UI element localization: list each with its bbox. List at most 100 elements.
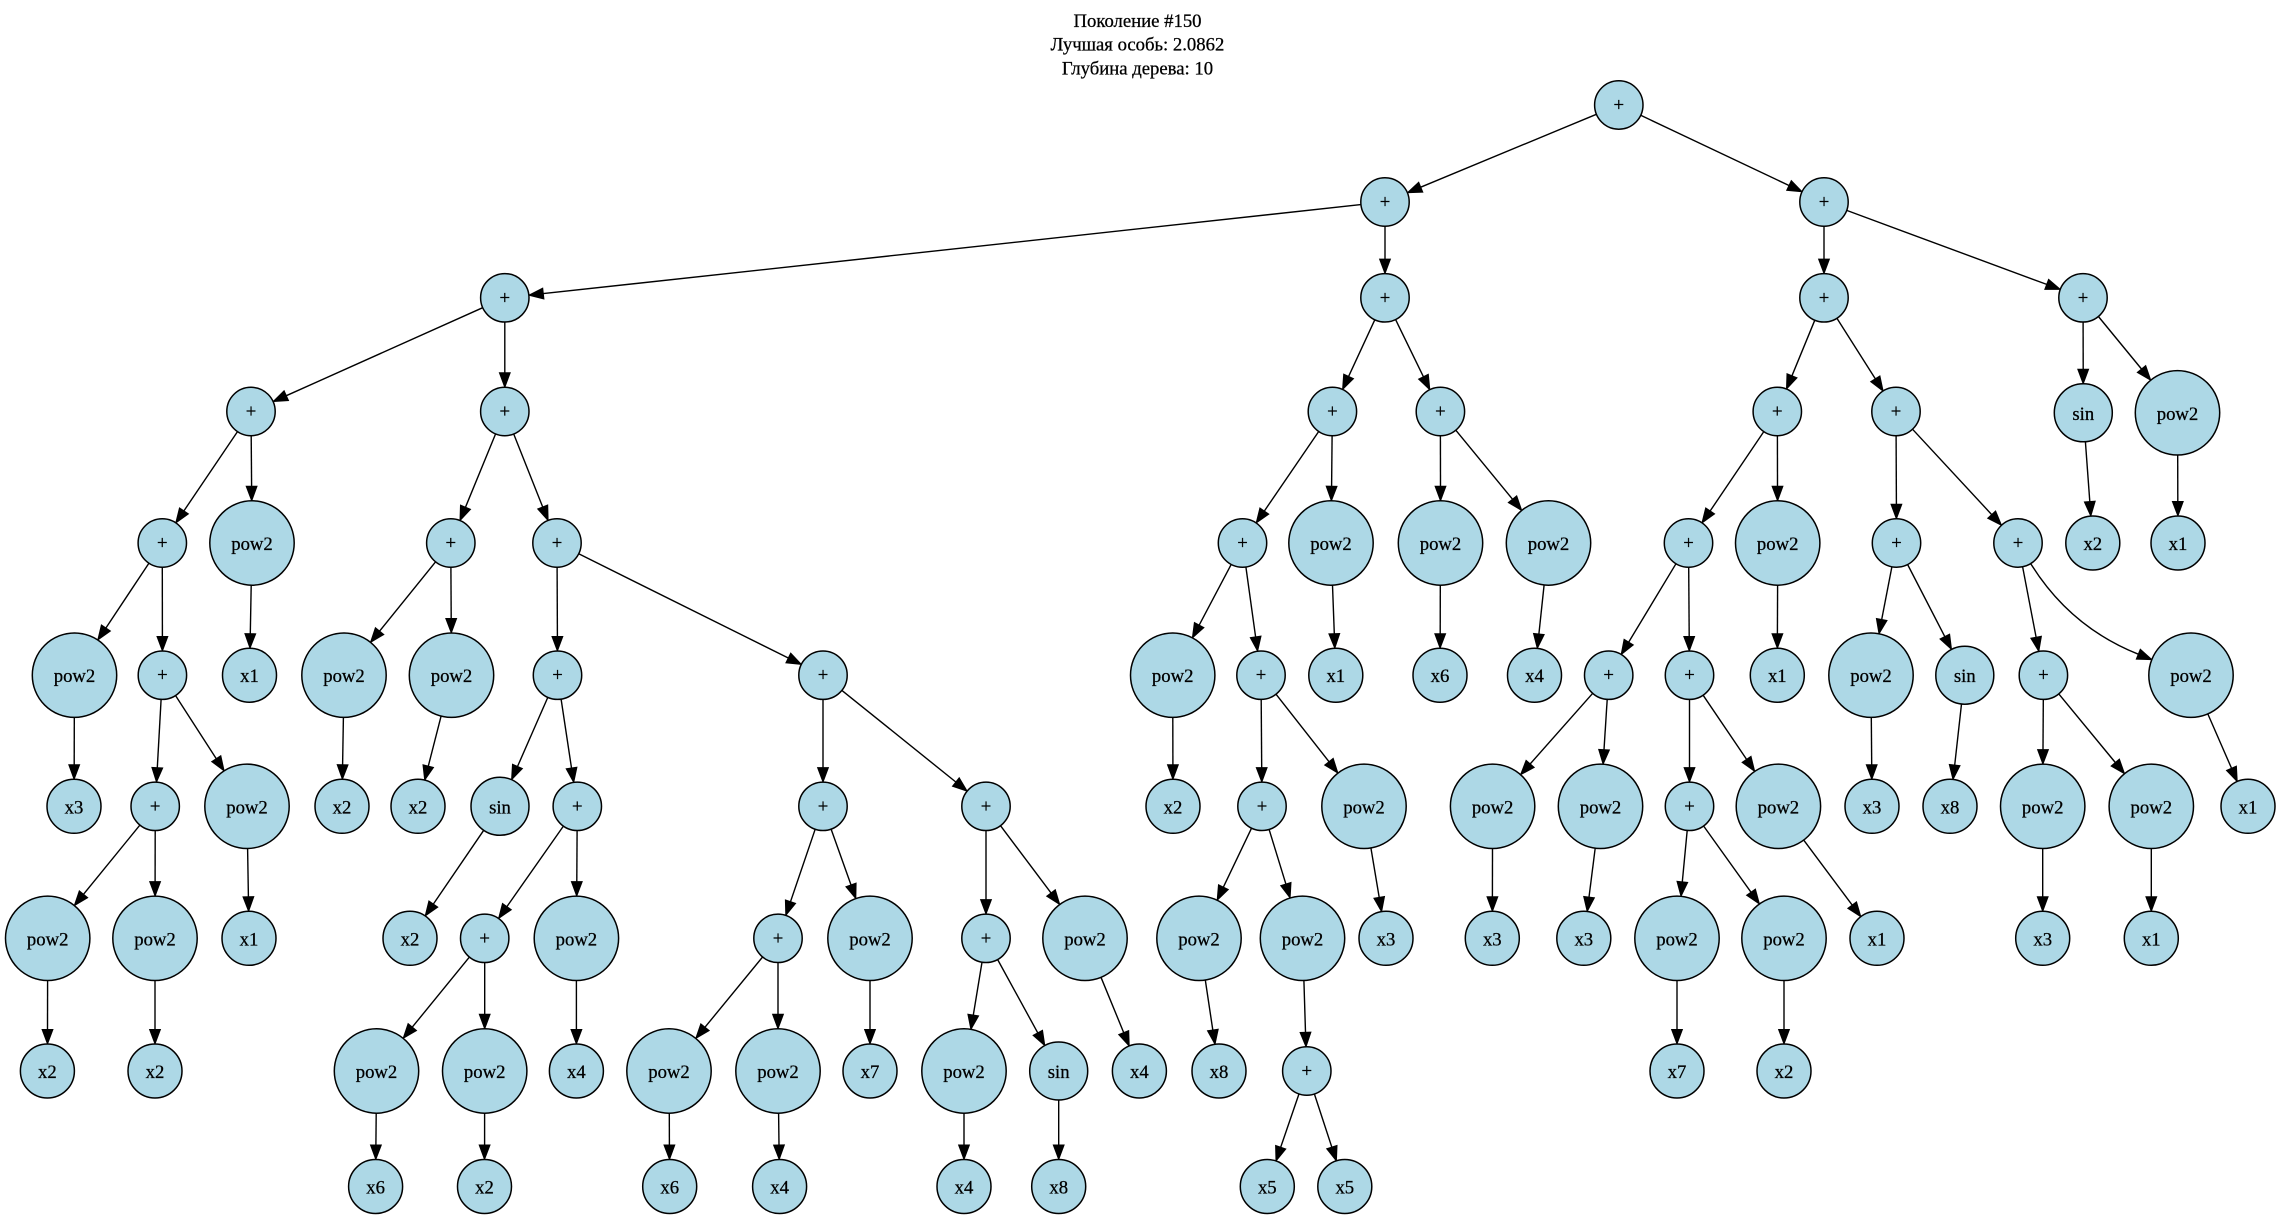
svg-text:x7: x7	[1668, 1062, 1687, 1083]
svg-text:pow2: pow2	[323, 666, 365, 687]
svg-text:+: +	[2078, 288, 2089, 309]
svg-text:+: +	[1256, 665, 1267, 686]
svg-text:pow2: pow2	[1064, 929, 1106, 950]
svg-text:pow2: pow2	[757, 1062, 799, 1083]
svg-text:pow2: pow2	[2022, 797, 2064, 818]
svg-text:pow2: pow2	[356, 1062, 398, 1083]
svg-text:pow2: pow2	[1758, 797, 1800, 818]
svg-text:sin: sin	[1954, 666, 1976, 687]
svg-text:x2: x2	[475, 1178, 494, 1199]
svg-text:sin: sin	[2072, 404, 2094, 425]
svg-text:+: +	[1603, 665, 1614, 686]
svg-text:+: +	[1684, 796, 1695, 817]
svg-text:pow2: pow2	[1282, 929, 1324, 950]
svg-text:x2: x2	[333, 797, 352, 818]
svg-text:x1: x1	[1868, 929, 1887, 950]
svg-text:pow2: pow2	[226, 797, 268, 818]
svg-text:+: +	[1380, 288, 1391, 309]
svg-text:x1: x1	[1326, 666, 1345, 687]
svg-text:+: +	[246, 402, 257, 423]
svg-text:+: +	[1302, 1061, 1313, 1082]
svg-text:sin: sin	[1048, 1062, 1070, 1083]
svg-text:pow2: pow2	[943, 1062, 985, 1083]
svg-text:+: +	[981, 928, 992, 949]
svg-text:x3: x3	[1574, 929, 1593, 950]
svg-text:pow2: pow2	[2170, 666, 2212, 687]
svg-text:+: +	[157, 665, 168, 686]
svg-text:pow2: pow2	[556, 929, 598, 950]
svg-text:Лучшая особь: 2.0862: Лучшая особь: 2.0862	[1051, 35, 1225, 56]
svg-text:pow2: pow2	[1152, 666, 1194, 687]
svg-text:+: +	[1819, 288, 1830, 309]
svg-text:x4: x4	[955, 1178, 974, 1199]
svg-text:pow2: pow2	[134, 929, 176, 950]
svg-text:x7: x7	[861, 1062, 880, 1083]
svg-text:+: +	[1819, 192, 1830, 213]
svg-text:x2: x2	[1164, 797, 1183, 818]
svg-text:x8: x8	[1941, 797, 1960, 818]
svg-text:x3: x3	[2033, 929, 2052, 950]
svg-text:pow2: pow2	[1656, 929, 1698, 950]
svg-text:pow2: pow2	[648, 1062, 690, 1083]
svg-text:+: +	[981, 796, 992, 817]
svg-text:pow2: pow2	[849, 929, 891, 950]
svg-text:pow2: pow2	[2131, 797, 2173, 818]
svg-text:+: +	[2013, 533, 2024, 554]
svg-text:pow2: pow2	[54, 666, 96, 687]
svg-text:pow2: pow2	[1178, 929, 1220, 950]
svg-text:x2: x2	[2083, 534, 2102, 555]
svg-text:+: +	[2038, 665, 2049, 686]
svg-text:+: +	[446, 533, 457, 554]
svg-text:+: +	[1257, 796, 1268, 817]
svg-text:pow2: pow2	[27, 929, 69, 950]
svg-text:+: +	[500, 288, 511, 309]
svg-text:+: +	[1891, 402, 1902, 423]
svg-text:x4: x4	[1525, 666, 1544, 687]
svg-text:x1: x1	[2142, 929, 2161, 950]
svg-text:+: +	[500, 402, 511, 423]
svg-text:x1: x1	[1768, 666, 1787, 687]
svg-text:+: +	[157, 533, 168, 554]
svg-text:+: +	[1237, 533, 1248, 554]
svg-text:x2: x2	[38, 1062, 57, 1083]
svg-text:x3: x3	[65, 797, 84, 818]
svg-text:pow2: pow2	[431, 666, 473, 687]
svg-text:Глубина дерева: 10: Глубина дерева: 10	[1062, 58, 1213, 79]
svg-text:+: +	[1684, 665, 1695, 686]
svg-text:pow2: pow2	[1420, 534, 1462, 555]
svg-text:+: +	[552, 665, 563, 686]
svg-text:pow2: pow2	[2157, 404, 2199, 425]
svg-text:x3: x3	[1377, 929, 1396, 950]
svg-text:pow2: pow2	[1580, 797, 1622, 818]
svg-text:x2: x2	[401, 929, 420, 950]
svg-text:Поколение #150: Поколение #150	[1073, 11, 1201, 32]
svg-text:x4: x4	[567, 1062, 586, 1083]
svg-text:+: +	[479, 928, 490, 949]
svg-text:x5: x5	[1258, 1178, 1277, 1199]
svg-text:pow2: pow2	[1528, 534, 1570, 555]
svg-text:x2: x2	[146, 1062, 165, 1083]
svg-text:+: +	[773, 928, 784, 949]
svg-text:x2: x2	[409, 797, 428, 818]
svg-text:x1: x1	[240, 929, 259, 950]
svg-text:x6: x6	[660, 1178, 679, 1199]
svg-text:+: +	[1435, 402, 1446, 423]
svg-text:x3: x3	[1483, 929, 1502, 950]
svg-text:pow2: pow2	[231, 534, 273, 555]
svg-text:pow2: pow2	[1763, 929, 1805, 950]
svg-text:x4: x4	[1130, 1062, 1149, 1083]
svg-text:x5: x5	[1335, 1178, 1354, 1199]
svg-text:+: +	[818, 665, 829, 686]
svg-text:sin: sin	[489, 797, 511, 818]
svg-text:pow2: pow2	[1757, 534, 1799, 555]
svg-text:x1: x1	[2239, 797, 2258, 818]
svg-text:+: +	[1891, 533, 1902, 554]
svg-text:pow2: pow2	[1310, 534, 1352, 555]
svg-text:+: +	[1327, 402, 1338, 423]
svg-text:+: +	[1614, 95, 1625, 116]
svg-text:x2: x2	[1775, 1062, 1794, 1083]
svg-text:+: +	[1380, 192, 1391, 213]
svg-text:+: +	[1772, 402, 1783, 423]
svg-text:+: +	[1683, 533, 1694, 554]
svg-text:x1: x1	[240, 666, 259, 687]
